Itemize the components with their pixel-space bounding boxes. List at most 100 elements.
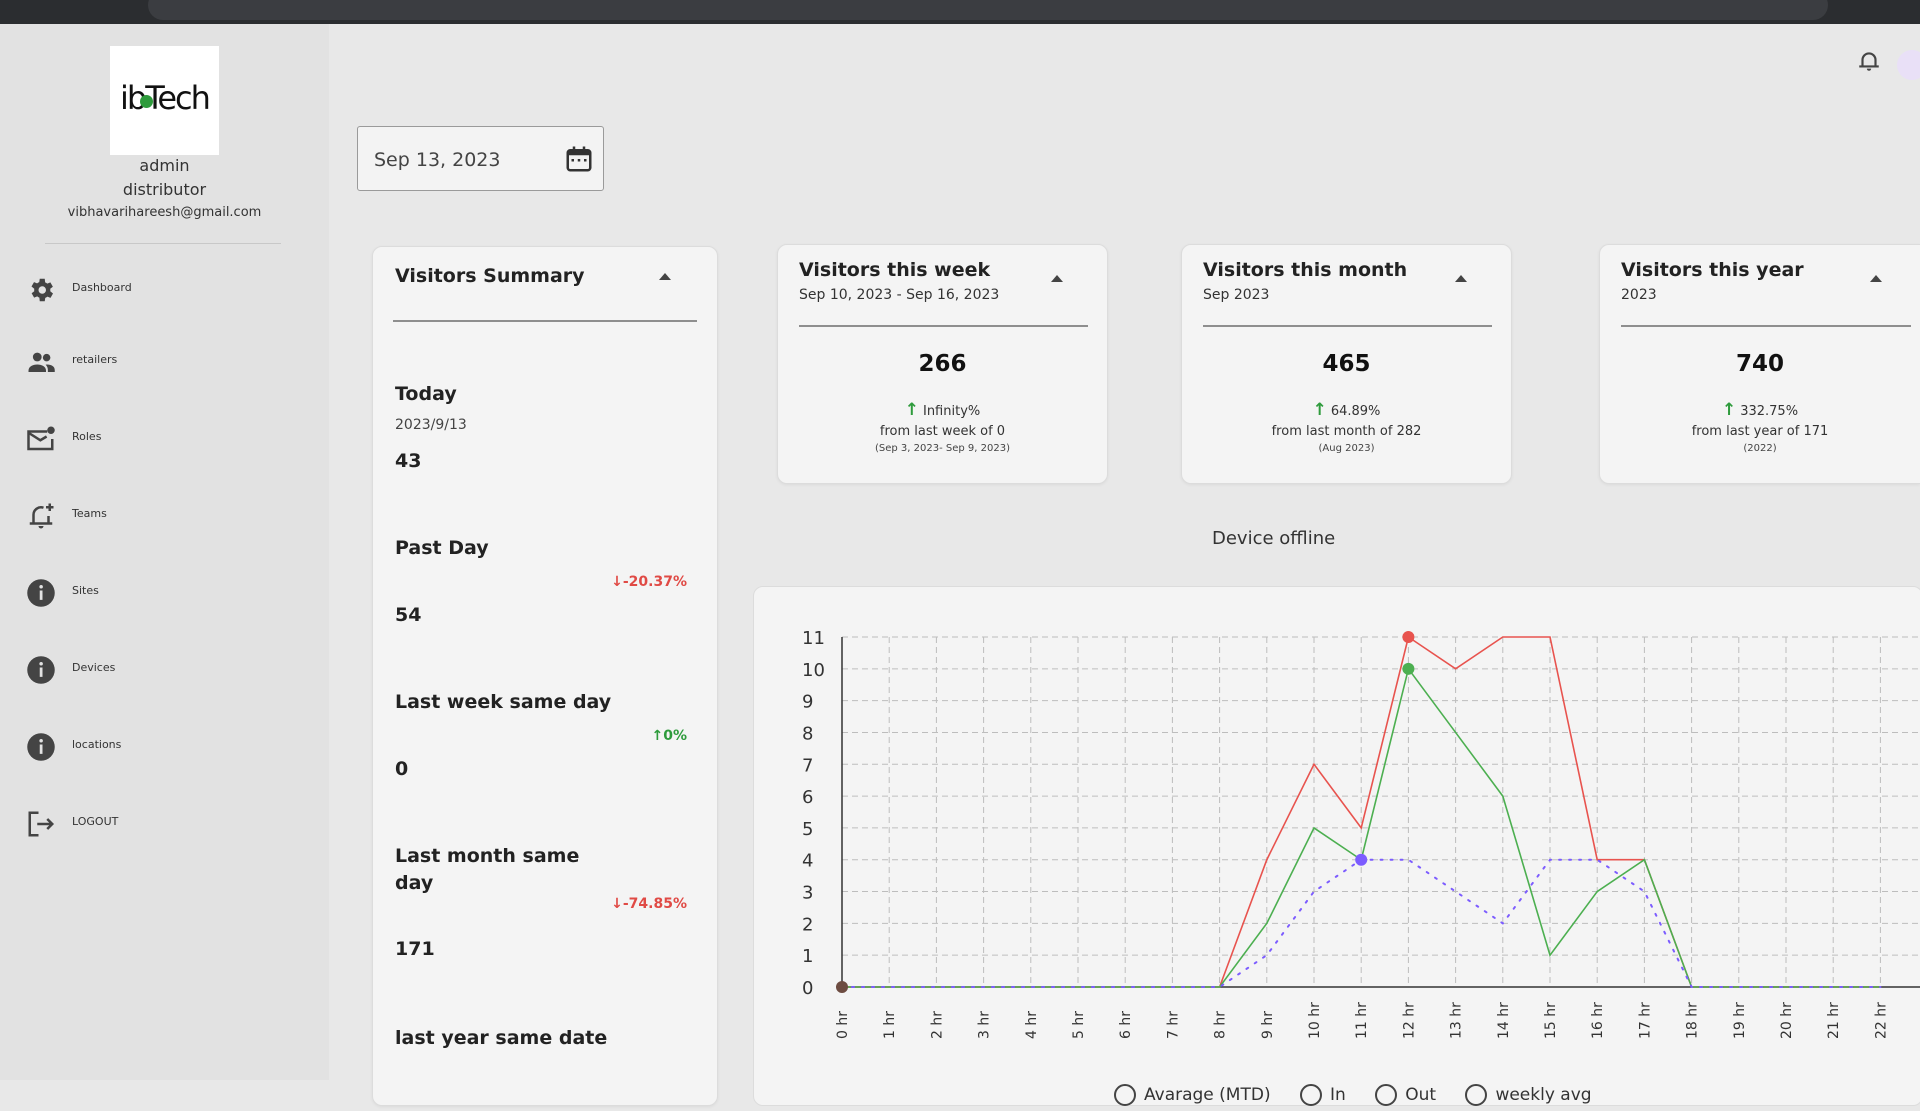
last-month-label-line1: Last month same	[395, 845, 580, 867]
legend-out-label: Out	[1405, 1085, 1437, 1105]
year-divider	[1621, 325, 1911, 327]
sidebar-divider	[45, 243, 281, 244]
radio-icon[interactable]	[1114, 1084, 1136, 1106]
data-point-in-max	[1402, 662, 1415, 675]
sidebar-item-label: Sites	[72, 584, 99, 597]
year-title: Visitors this year	[1621, 259, 1804, 281]
x-tick-label: 9 hr	[1260, 1011, 1276, 1039]
sidebar-item-devices[interactable]: Devices	[0, 647, 329, 691]
month-prev-range: (Aug 2023)	[1318, 443, 1375, 454]
info-icon	[27, 656, 55, 684]
week-from: from last week of 0	[879, 424, 1006, 439]
x-tick-label: 22 hr	[1873, 1002, 1889, 1039]
y-tick-label: 8	[802, 723, 813, 744]
radio-icon[interactable]	[1465, 1084, 1488, 1106]
x-tick-label: 13 hr	[1449, 1002, 1465, 1039]
y-tick-label: 3	[802, 883, 813, 904]
x-tick-label: 21 hr	[1826, 1002, 1842, 1039]
today-date: 2023/9/13	[395, 417, 467, 433]
bell-icon[interactable]	[1856, 47, 1882, 75]
collapse-caret-icon[interactable]	[659, 273, 671, 280]
year-pct-value: 332.75%	[1740, 404, 1799, 419]
x-tick-label: 20 hr	[1779, 1002, 1795, 1039]
mail-badge-icon	[27, 426, 55, 451]
radio-icon[interactable]	[1375, 1084, 1398, 1106]
data-point-average	[1355, 853, 1368, 866]
people-icon	[28, 352, 55, 372]
sidebar-item-label: locations	[72, 738, 122, 751]
year-from: from last year of 171	[1691, 424, 1829, 439]
x-tick-label: 18 hr	[1685, 1002, 1701, 1039]
x-tick-label: 17 hr	[1637, 1002, 1653, 1039]
legend-average[interactable]: Avarage (MTD)	[1114, 1084, 1271, 1106]
sidebar: ibTech admin distributor vibhavariharees…	[0, 24, 329, 1080]
week-pct-value: Infinity%	[922, 404, 981, 419]
avatar[interactable]	[1897, 50, 1920, 80]
y-tick-label: 5	[802, 819, 813, 840]
month-from: from last month of 282	[1271, 424, 1422, 439]
x-tick-label: 15 hr	[1543, 1002, 1559, 1039]
x-tick-label: 4 hr	[1024, 1011, 1040, 1039]
year-pct: ↑ 332.75%	[1600, 400, 1920, 420]
week-prev-range: (Sep 3, 2023- Sep 9, 2023)	[875, 443, 1010, 454]
y-tick-label: 11	[802, 628, 825, 649]
arrow-up-icon: ↑	[904, 400, 919, 420]
x-tick-label: 3 hr	[977, 1011, 993, 1039]
last-week-pct: ↑0%	[651, 728, 687, 744]
x-tick-label: 8 hr	[1213, 1011, 1229, 1039]
gear-icon	[31, 278, 54, 302]
x-tick-label: 11 hr	[1354, 1002, 1370, 1039]
sidebar-item-retailers[interactable]: retailers	[0, 339, 329, 383]
date-value: Sep 13, 2023	[374, 149, 501, 171]
sidebar-item-dashboard[interactable]: Dashboard	[0, 267, 329, 311]
last-week-value: 0	[395, 758, 409, 780]
x-tick-label: 19 hr	[1732, 1002, 1748, 1039]
calendar-icon[interactable]	[564, 143, 594, 175]
main-content: Sep 13, 2023 Visitors Summary Today 2023…	[329, 24, 1920, 1106]
data-point-origin	[836, 981, 848, 993]
last-month-pct: ↓-74.85%	[611, 896, 687, 912]
last-year-label: last year same date	[395, 1027, 608, 1049]
radio-icon[interactable]	[1300, 1084, 1322, 1106]
data-point-out-max	[1402, 631, 1415, 643]
week-value: 266	[918, 351, 967, 377]
arrow-up-icon: ↑	[1312, 400, 1327, 420]
y-tick-label: 7	[802, 755, 813, 776]
month-value: 465	[1322, 351, 1371, 377]
last-month-pct-value: -74.85%	[622, 896, 687, 912]
month-divider	[1203, 325, 1492, 327]
sidebar-item-label: Teams	[72, 507, 107, 520]
today-value: 43	[395, 450, 422, 472]
sidebar-item-teams[interactable]: Teams	[0, 493, 329, 537]
collapse-caret-icon[interactable]	[1870, 275, 1882, 282]
visitors-summary-card: Visitors Summary Today 2023/9/13 43 Past…	[372, 246, 718, 1106]
x-tick-label: 12 hr	[1401, 1002, 1417, 1039]
y-tick-label: 9	[802, 692, 813, 713]
week-divider	[799, 325, 1088, 327]
user-email: vibhavarihareesh@gmail.com	[67, 205, 262, 220]
address-bar[interactable]	[148, 0, 1828, 20]
x-tick-label: 6 hr	[1118, 1011, 1134, 1039]
user-role: distributor	[122, 180, 207, 199]
chart-title: Device offline	[1212, 528, 1336, 549]
legend-out[interactable]: Out	[1375, 1084, 1436, 1106]
legend-weekly[interactable]: weekly avg	[1465, 1084, 1592, 1106]
y-tick-label: 1	[802, 946, 813, 967]
collapse-caret-icon[interactable]	[1455, 275, 1467, 282]
visitors-week-card: Visitors this week Sep 10, 2023 - Sep 16…	[777, 244, 1108, 484]
arrow-up-icon: ↑	[1721, 400, 1737, 420]
y-tick-label: 2	[802, 914, 813, 935]
date-picker[interactable]: Sep 13, 2023	[357, 126, 604, 191]
summary-divider	[393, 320, 697, 322]
legend-in[interactable]: In	[1300, 1084, 1346, 1106]
month-pct: ↑ 64.89%	[1182, 400, 1511, 420]
sidebar-item-logout[interactable]: LOGOUT	[0, 801, 329, 845]
collapse-caret-icon[interactable]	[1051, 275, 1063, 282]
sidebar-item-roles[interactable]: Roles	[0, 416, 329, 460]
sidebar-item-locations[interactable]: locations	[0, 724, 329, 768]
week-title: Visitors this week	[799, 259, 991, 281]
legend-in-label: In	[1330, 1085, 1346, 1105]
today-label: Today	[395, 383, 457, 405]
sidebar-item-sites[interactable]: Sites	[0, 570, 329, 614]
y-tick-label: 0	[802, 978, 813, 999]
